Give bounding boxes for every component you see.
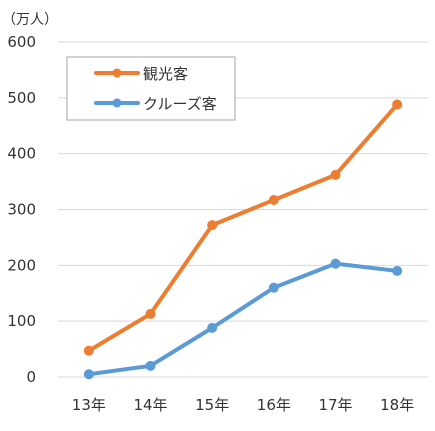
x-tick-label: 14年: [133, 396, 167, 414]
data-point: [83, 345, 94, 356]
data-point: [330, 258, 341, 269]
y-tick-label: 200: [7, 256, 36, 274]
y-tick-label: 0: [26, 368, 36, 386]
legend-marker-kanko: [112, 68, 122, 78]
data-point: [330, 169, 341, 180]
data-point: [207, 322, 218, 333]
series-line-0: [86, 102, 400, 353]
series-0: [83, 99, 403, 356]
data-point: [268, 195, 279, 206]
data-point: [392, 99, 403, 110]
x-axis-ticks: 13年 14年 15年 16年 17年 18年: [72, 396, 414, 414]
data-point: [145, 308, 156, 319]
x-tick-label: 18年: [380, 396, 414, 414]
y-tick-label: 600: [7, 33, 36, 51]
legend: 観光客 クルーズ客: [66, 56, 236, 121]
x-tick-label: 15年: [195, 396, 229, 414]
data-point: [145, 360, 156, 371]
data-point: [207, 220, 218, 231]
y-axis-ticks: 0 100 200 300 400 500 600: [7, 33, 36, 386]
x-tick-label: 13年: [72, 396, 106, 414]
series-line-1: [86, 261, 400, 377]
data-point: [268, 282, 279, 293]
series-layer: [83, 99, 403, 380]
x-tick-label: 17年: [318, 396, 352, 414]
data-point: [392, 265, 403, 276]
legend-label-kanko: 観光客: [143, 65, 188, 83]
series-1: [83, 258, 403, 380]
legend-box: [66, 56, 236, 121]
y-tick-label: 500: [7, 89, 36, 107]
legend-label-cruise: クルーズ客: [143, 95, 217, 113]
y-tick-label: 100: [7, 312, 36, 330]
y-tick-label: 400: [7, 145, 36, 163]
x-tick-label: 16年: [257, 396, 291, 414]
data-point: [83, 369, 94, 380]
legend-marker-cruise: [112, 98, 122, 108]
y-tick-label: 300: [7, 201, 36, 219]
unit-label: （万人）: [2, 12, 58, 28]
